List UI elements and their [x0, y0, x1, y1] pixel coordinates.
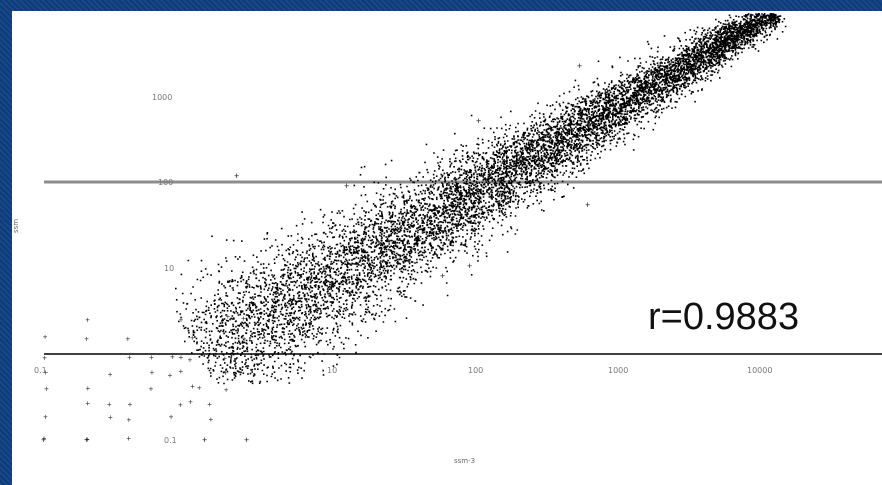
y-tick-label: 1000 [152, 93, 172, 102]
scatter-point: + [190, 334, 195, 343]
scatter-point: + [108, 413, 113, 422]
scatter-point: + [42, 353, 47, 362]
scatter-point: + [467, 261, 472, 271]
scatter-point: + [107, 400, 112, 409]
scatter-point: + [188, 355, 193, 364]
scatter-point: + [190, 382, 195, 391]
x-tick-label: 1000 [608, 366, 628, 375]
scatter-point: + [476, 116, 481, 126]
y-axis-title: ssm [12, 219, 20, 233]
scatter-point: + [244, 435, 249, 445]
scatter-point: + [170, 353, 175, 362]
scatter-point: + [207, 400, 212, 409]
x-tick-label: 10 [327, 366, 337, 375]
scatter-point: + [43, 368, 48, 377]
scatter-point: + [179, 315, 184, 324]
scatter-point: + [197, 383, 202, 392]
low-value-points: ++++++++++++++++++++++++++++++++++++++++… [41, 61, 590, 445]
scatter-plot: ++++++++++++++++++++++++++++++++++++++++… [12, 13, 882, 465]
x-tick-label: 100 [468, 366, 483, 375]
scatter-point: + [149, 353, 154, 362]
scatter-point: + [126, 335, 131, 344]
scatter-point: + [84, 435, 89, 445]
scatter-point: + [209, 415, 214, 424]
scatter-point-cloud [175, 13, 787, 385]
scatter-point: + [168, 371, 173, 380]
y-tick-label: 100 [158, 178, 173, 187]
x-axis-title: ssm-3 [454, 457, 475, 465]
scatter-point: + [242, 334, 247, 343]
scatter-point: + [84, 335, 89, 344]
scatter-point: + [85, 384, 90, 393]
scatter-point: + [149, 384, 154, 393]
scatter-point: + [127, 353, 132, 362]
scatter-point: + [179, 353, 184, 362]
scatter-point: + [440, 271, 445, 281]
scatter-point: + [202, 435, 207, 445]
x-tick-label: 10000 [747, 366, 772, 375]
scatter-point: + [44, 385, 49, 394]
scatter-point: + [223, 354, 228, 363]
scatter-point: + [241, 314, 246, 323]
scatter-point: + [344, 181, 349, 191]
scatter-point: + [150, 368, 155, 377]
scatter-point: + [188, 397, 193, 406]
scatter-point: + [41, 435, 46, 445]
scatter-point: + [577, 61, 582, 71]
scatter-point: + [85, 315, 90, 324]
scatter-point: + [224, 386, 229, 395]
y-tick-label: 10 [164, 264, 174, 273]
scatter-point: + [108, 370, 113, 379]
scatter-point: + [178, 400, 183, 409]
scatter-point: + [169, 413, 174, 422]
correlation-annotation: r=0.9883 [648, 296, 799, 338]
x-tick-label: 0.1 [34, 366, 47, 375]
scatter-point: + [43, 413, 48, 422]
scatter-point: + [126, 416, 131, 425]
scatter-point: + [85, 435, 90, 444]
data-points [175, 13, 787, 385]
scatter-point: + [223, 369, 228, 378]
scatter-point: + [126, 434, 131, 443]
scatter-point: + [43, 333, 48, 342]
scatter-point: + [128, 400, 133, 409]
scatter-point: + [234, 171, 239, 181]
scatter-point: + [225, 312, 230, 321]
scatter-point: + [42, 434, 47, 443]
y-tick-label-lower: 0.1 [164, 436, 177, 445]
scatter-point: + [85, 399, 90, 408]
scatter-point: + [178, 367, 183, 376]
plot-panel: + + + + + + + + + + + + + + + + + + + + + + + + + + + + + + + + + + + + + + + +… [12, 11, 882, 485]
scatter-point: + [585, 200, 590, 210]
